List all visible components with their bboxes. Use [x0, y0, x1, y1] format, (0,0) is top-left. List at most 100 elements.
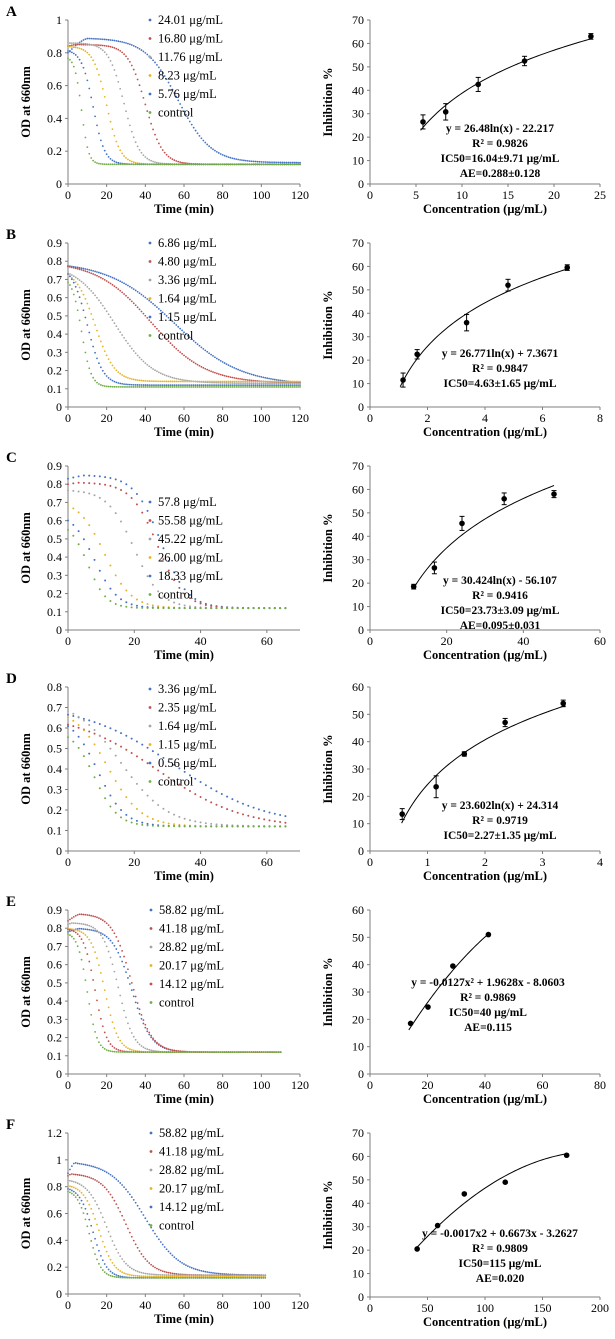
- data-point: [154, 304, 156, 307]
- data-point: [241, 607, 244, 610]
- y-tick-label: 1.2: [47, 1126, 62, 1140]
- data-point: [217, 1277, 220, 1279]
- data-point: [179, 327, 182, 330]
- data-point: [117, 1051, 120, 1053]
- data-point: [273, 384, 276, 387]
- data-point: [212, 1275, 214, 1278]
- data-point: [156, 1235, 158, 1238]
- data-point: [223, 386, 226, 388]
- data-point: [109, 727, 112, 730]
- data-point: [146, 762, 149, 765]
- data-point: [69, 922, 71, 925]
- data-point: [154, 1273, 156, 1276]
- data-point: [117, 279, 120, 282]
- data-point: [208, 1274, 211, 1277]
- data-point: [123, 1051, 125, 1053]
- data-point: [69, 930, 71, 933]
- data-point: [72, 278, 75, 281]
- data-point: [208, 163, 211, 166]
- data-point: [146, 163, 149, 166]
- data-point: [244, 163, 247, 166]
- data-point: [94, 989, 96, 992]
- data-point: [223, 374, 226, 377]
- data-point: [80, 62, 83, 65]
- data-point: [214, 384, 216, 387]
- data-point: [121, 1214, 124, 1217]
- data-point: [237, 382, 240, 385]
- data-point: [92, 926, 95, 929]
- data-point: [157, 307, 160, 310]
- data-point: [142, 1272, 145, 1274]
- data-point: [146, 575, 149, 578]
- kinetics-x-axis-label: Time (min): [154, 1312, 214, 1326]
- data-point: [219, 381, 222, 384]
- data-point: [88, 37, 91, 40]
- data-point: [151, 604, 154, 607]
- data-point: [169, 318, 172, 321]
- data-point: [120, 788, 123, 791]
- data-point: [258, 1051, 261, 1054]
- data-point: [107, 1040, 110, 1043]
- data-point: [279, 163, 282, 166]
- data-point: [101, 272, 104, 275]
- data-point: [123, 1260, 125, 1263]
- data-point: [104, 579, 107, 582]
- data-point: [210, 822, 213, 825]
- data-point: [237, 1277, 240, 1279]
- data-point: [136, 1002, 139, 1004]
- data-point: [138, 292, 141, 295]
- data-point: [194, 825, 197, 828]
- data-point: [117, 371, 120, 373]
- x-tick-label: 60: [537, 1078, 549, 1092]
- data-point: [289, 161, 292, 164]
- data-point: [235, 380, 238, 383]
- data-point: [210, 1051, 212, 1054]
- data-point: [202, 380, 205, 383]
- data-point: [167, 380, 170, 383]
- data-point: [101, 1046, 104, 1049]
- data-point: [135, 598, 138, 601]
- data-point: [212, 163, 214, 166]
- data-point: [120, 480, 123, 483]
- data-point: [134, 1269, 137, 1272]
- data-point: [177, 99, 180, 102]
- data-point: [270, 380, 272, 383]
- data-point: [125, 1046, 127, 1048]
- annotation-ic50: IC50=23.73±3.09 μg/mL: [441, 605, 560, 617]
- data-point: [165, 384, 168, 387]
- data-point: [119, 163, 122, 166]
- data-point: [125, 294, 127, 297]
- data-point: [105, 1250, 108, 1253]
- data-point: [96, 929, 98, 932]
- data-point: [167, 598, 170, 601]
- data-point: [82, 968, 85, 971]
- data-point: [82, 1203, 85, 1206]
- data-point: [188, 819, 191, 822]
- data-point: [70, 917, 73, 920]
- data-point: [273, 825, 276, 828]
- data-point: [84, 947, 87, 949]
- data-point: [132, 995, 135, 998]
- data-point: [167, 825, 170, 828]
- legend-marker: [149, 982, 153, 986]
- data-point: [173, 1272, 176, 1275]
- data-point: [134, 1051, 137, 1054]
- y-tick-label: 0.2: [47, 587, 62, 601]
- data-point: [157, 769, 160, 772]
- data-point: [98, 38, 100, 40]
- data-point: [150, 1263, 153, 1266]
- data-point: [111, 385, 114, 388]
- data-point: [134, 1274, 137, 1277]
- data-point: [175, 1277, 178, 1279]
- data-point: [250, 1274, 253, 1277]
- data-point: [76, 929, 79, 932]
- data-point: [194, 384, 197, 387]
- data-point: [74, 1173, 77, 1176]
- data-point: [109, 477, 112, 480]
- data-point: [233, 163, 236, 166]
- data-point: [162, 825, 165, 828]
- data-point: [157, 371, 160, 374]
- data-point: [260, 160, 263, 163]
- y-tick-label: 0.6: [47, 1207, 62, 1221]
